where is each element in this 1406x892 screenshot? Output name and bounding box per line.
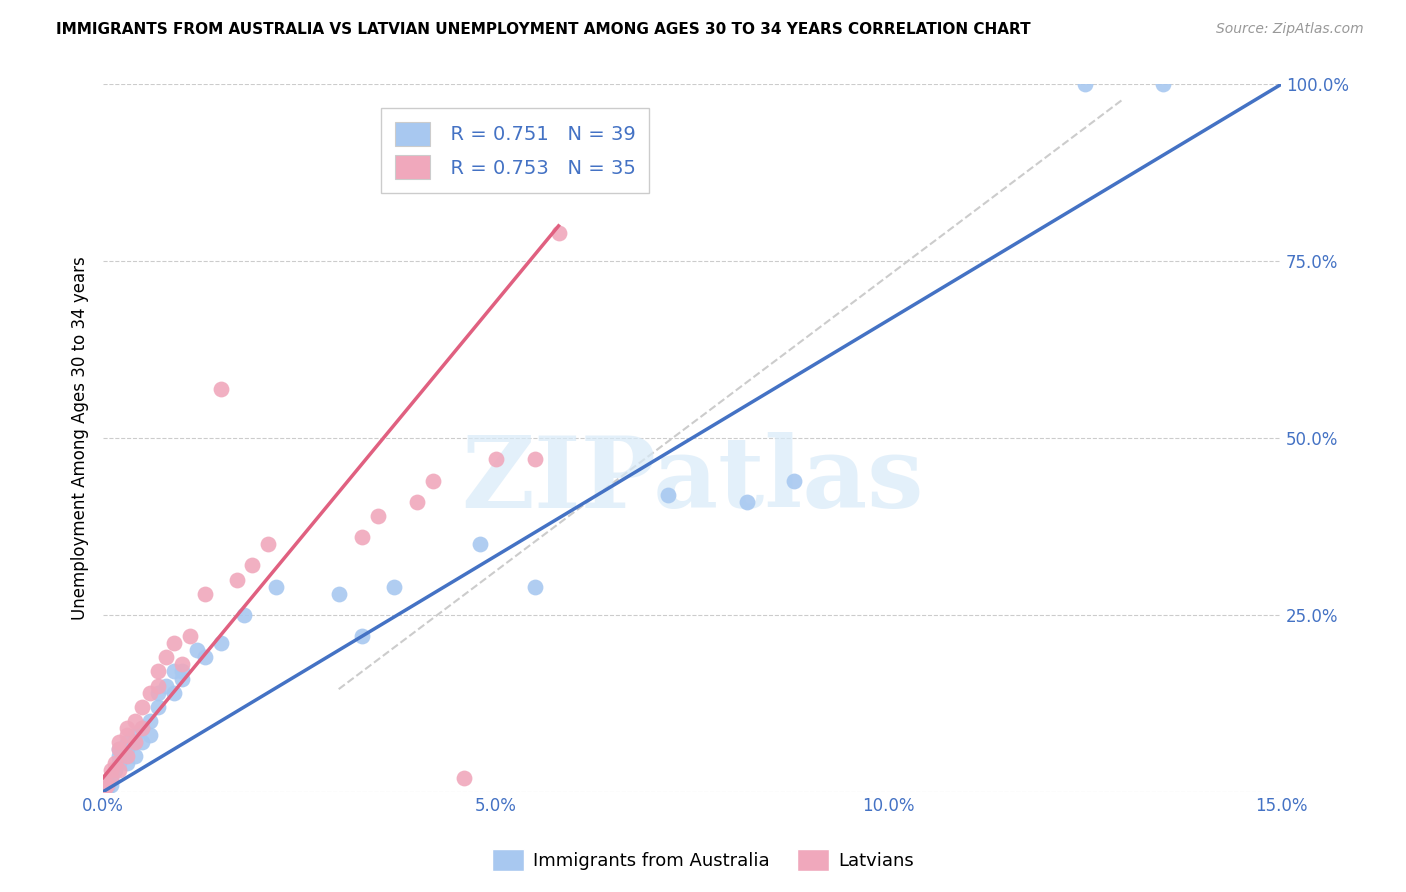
Point — [352, 629, 374, 643]
Point — [108, 735, 131, 749]
Point — [146, 665, 169, 679]
Point — [139, 714, 162, 728]
Point — [453, 771, 475, 785]
Point — [131, 721, 153, 735]
Point — [382, 580, 405, 594]
Point — [115, 742, 138, 756]
Point — [115, 749, 138, 764]
Point — [225, 573, 247, 587]
Point — [124, 735, 146, 749]
Point — [108, 749, 131, 764]
Point — [163, 636, 186, 650]
Point — [146, 699, 169, 714]
Point — [124, 749, 146, 764]
Point — [1073, 78, 1095, 92]
Point — [139, 728, 162, 742]
Text: Source: ZipAtlas.com: Source: ZipAtlas.com — [1216, 22, 1364, 37]
Point — [115, 728, 138, 742]
Point — [233, 607, 256, 622]
Point — [100, 778, 122, 792]
Point — [328, 587, 350, 601]
Point — [547, 226, 569, 240]
Point — [115, 756, 138, 771]
Point — [108, 742, 131, 756]
Point — [163, 665, 186, 679]
Point — [131, 735, 153, 749]
Point — [115, 735, 138, 749]
Point — [155, 650, 177, 665]
Point — [524, 452, 547, 467]
Point — [124, 735, 146, 749]
Point — [115, 721, 138, 735]
Point — [139, 686, 162, 700]
Point — [194, 587, 217, 601]
Point — [209, 382, 232, 396]
Point — [1152, 78, 1174, 92]
Point — [170, 657, 193, 672]
Point — [186, 643, 208, 657]
Point — [96, 781, 118, 796]
Text: IMMIGRANTS FROM AUSTRALIA VS LATVIAN UNEMPLOYMENT AMONG AGES 30 TO 34 YEARS CORR: IMMIGRANTS FROM AUSTRALIA VS LATVIAN UNE… — [56, 22, 1031, 37]
Point — [352, 530, 374, 544]
Point — [104, 764, 127, 778]
Point — [657, 488, 679, 502]
Point — [155, 679, 177, 693]
Point — [104, 756, 127, 771]
Point — [100, 771, 122, 785]
Point — [146, 686, 169, 700]
Point — [131, 721, 153, 735]
Point — [163, 686, 186, 700]
Point — [257, 537, 280, 551]
Point — [524, 580, 547, 594]
Point — [146, 679, 169, 693]
Point — [209, 636, 232, 650]
Point — [124, 728, 146, 742]
Point — [170, 672, 193, 686]
Point — [194, 650, 217, 665]
Point — [100, 764, 122, 778]
Legend:   R = 0.751   N = 39,   R = 0.753   N = 35: R = 0.751 N = 39, R = 0.753 N = 35 — [381, 108, 650, 193]
Legend: Immigrants from Australia, Latvians: Immigrants from Australia, Latvians — [485, 842, 921, 879]
Point — [264, 580, 287, 594]
Point — [96, 778, 118, 792]
Point — [131, 699, 153, 714]
Point — [108, 756, 131, 771]
Text: ZIPatlas: ZIPatlas — [461, 432, 924, 529]
Point — [94, 781, 117, 796]
Y-axis label: Unemployment Among Ages 30 to 34 years: Unemployment Among Ages 30 to 34 years — [72, 256, 89, 620]
Point — [735, 494, 758, 508]
Point — [468, 537, 491, 551]
Point — [108, 742, 131, 756]
Point — [422, 474, 444, 488]
Point — [406, 494, 429, 508]
Point — [179, 629, 201, 643]
Point — [100, 771, 122, 785]
Point — [367, 508, 389, 523]
Point — [485, 452, 508, 467]
Point — [783, 474, 806, 488]
Point — [170, 665, 193, 679]
Point — [240, 558, 263, 573]
Point — [124, 714, 146, 728]
Point — [108, 764, 131, 778]
